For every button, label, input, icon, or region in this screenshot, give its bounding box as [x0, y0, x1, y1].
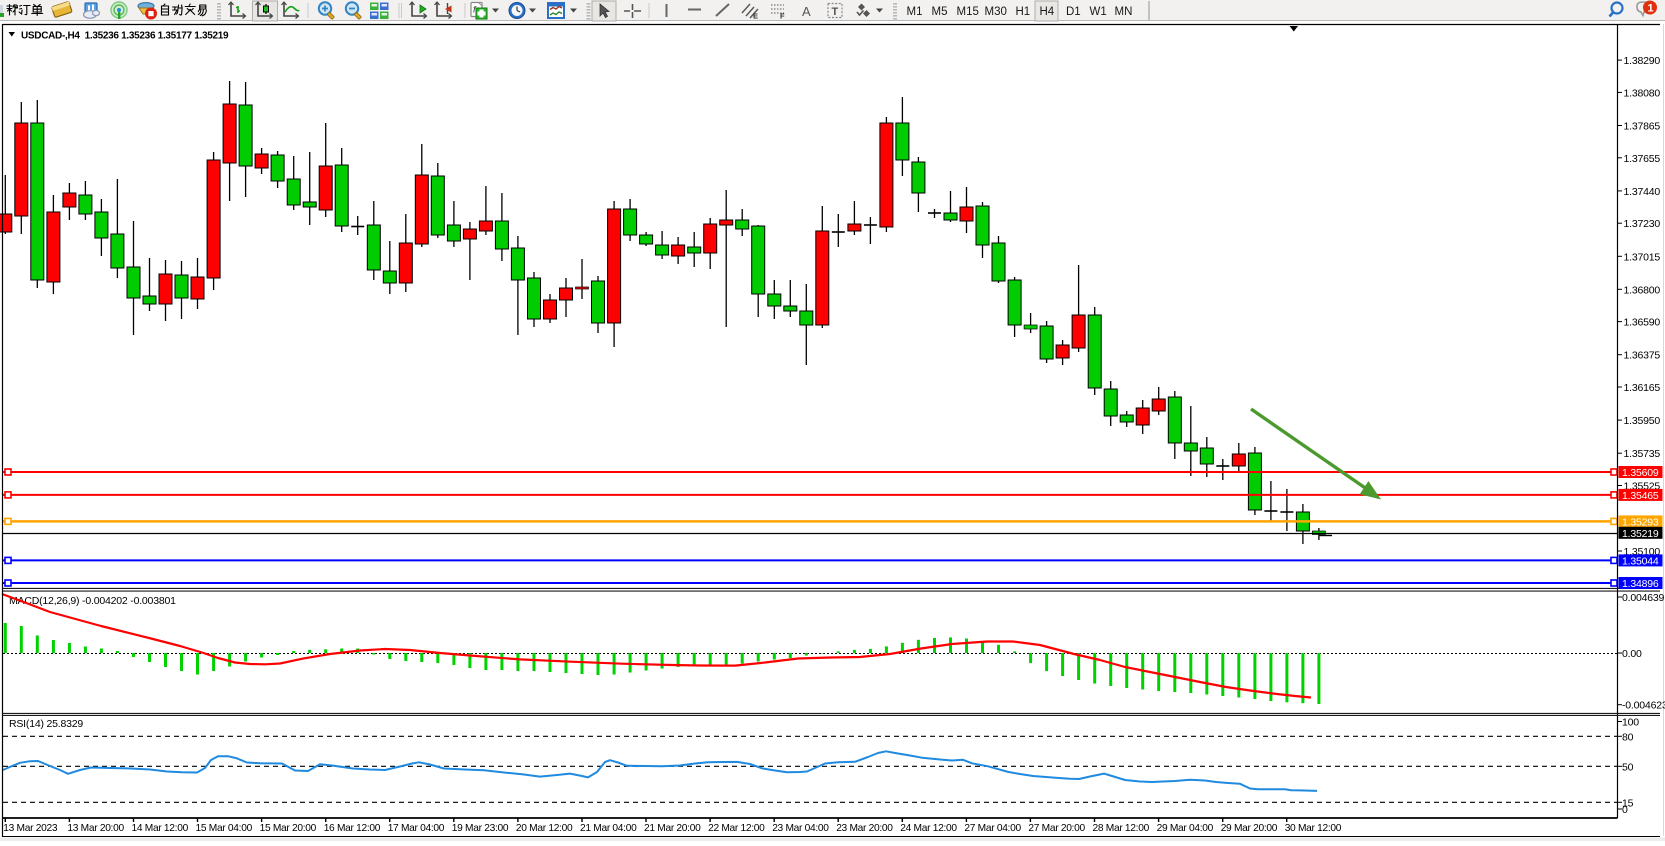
svg-text:1.37865: 1.37865: [1624, 121, 1661, 133]
svg-text:21 Mar 04:00: 21 Mar 04:00: [580, 823, 637, 834]
svg-text:0: 0: [1622, 804, 1628, 816]
svg-text:1.36165: 1.36165: [1624, 382, 1661, 394]
svg-text:30 Mar 12:00: 30 Mar 12:00: [1285, 823, 1342, 834]
svg-text:1.35219: 1.35219: [1622, 528, 1659, 540]
svg-text:13 Mar 2023: 13 Mar 2023: [3, 823, 58, 834]
svg-text:22 Mar 12:00: 22 Mar 12:00: [708, 823, 765, 834]
svg-text:M15: M15: [957, 6, 979, 18]
svg-text:H1: H1: [1016, 6, 1031, 18]
svg-text:20 Mar 12:00: 20 Mar 12:00: [516, 823, 573, 834]
svg-text:1.35950: 1.35950: [1624, 415, 1661, 427]
svg-text:1: 1: [1648, 3, 1654, 15]
svg-text:H4: H4: [1040, 6, 1055, 18]
svg-text:1.37655: 1.37655: [1624, 153, 1661, 165]
svg-text:15: 15: [1622, 797, 1634, 809]
svg-text:50: 50: [1622, 761, 1634, 773]
svg-text:1.37230: 1.37230: [1624, 218, 1661, 230]
svg-text:1.36800: 1.36800: [1624, 284, 1661, 296]
svg-text:E: E: [753, 12, 758, 21]
svg-text:100: 100: [1622, 717, 1639, 729]
svg-text:1.35609: 1.35609: [1622, 467, 1659, 479]
svg-text:1.38080: 1.38080: [1624, 87, 1661, 99]
svg-text:1.35735: 1.35735: [1624, 448, 1661, 460]
svg-text:23 Mar 04:00: 23 Mar 04:00: [772, 823, 829, 834]
svg-text:14 Mar 12:00: 14 Mar 12:00: [132, 823, 189, 834]
svg-text:M1: M1: [907, 6, 923, 18]
svg-text:28 Mar 12:00: 28 Mar 12:00: [1093, 823, 1150, 834]
svg-text:f: f: [473, 5, 477, 16]
svg-text:RSI(14) 25.8329: RSI(14) 25.8329: [9, 718, 83, 730]
svg-text:USDCAD-,H4 1.35236 1.35236 1.: USDCAD-,H4 1.35236 1.35236 1.35177 1.352…: [21, 31, 229, 42]
svg-text:15 Mar 20:00: 15 Mar 20:00: [260, 823, 317, 834]
svg-text:17 Mar 04:00: 17 Mar 04:00: [388, 823, 445, 834]
svg-text:1.37440: 1.37440: [1624, 186, 1661, 198]
svg-text:F: F: [780, 12, 785, 21]
svg-text:1.34896: 1.34896: [1622, 578, 1659, 590]
svg-text:15 Mar 04:00: 15 Mar 04:00: [196, 823, 253, 834]
svg-text:1.37015: 1.37015: [1624, 251, 1661, 263]
svg-text:A: A: [802, 4, 811, 19]
svg-text:MN: MN: [1115, 6, 1133, 18]
svg-text:29 Mar 04:00: 29 Mar 04:00: [1157, 823, 1214, 834]
svg-text:M30: M30: [985, 6, 1007, 18]
svg-text:D1: D1: [1066, 6, 1081, 18]
svg-text:MACD(12,26,9) -0.004202 -0.003: MACD(12,26,9) -0.004202 -0.003801: [9, 595, 176, 607]
svg-text:1.38290: 1.38290: [1624, 55, 1661, 67]
svg-text:T: T: [832, 6, 839, 18]
svg-text:27 Mar 20:00: 27 Mar 20:00: [1028, 823, 1085, 834]
svg-text:M5: M5: [932, 6, 948, 18]
svg-text:19 Mar 23:00: 19 Mar 23:00: [452, 823, 509, 834]
svg-text:1.35465: 1.35465: [1622, 490, 1659, 502]
svg-text:0.004639: 0.004639: [1622, 592, 1665, 604]
svg-text:21 Mar 20:00: 21 Mar 20:00: [644, 823, 701, 834]
svg-text:13 Mar 20:00: 13 Mar 20:00: [67, 823, 124, 834]
svg-text:23 Mar 20:00: 23 Mar 20:00: [836, 823, 893, 834]
svg-text:80: 80: [1622, 731, 1634, 743]
svg-text:27 Mar 04:00: 27 Mar 04:00: [964, 823, 1021, 834]
svg-text:-0.004623: -0.004623: [1622, 700, 1665, 712]
svg-text:16 Mar 12:00: 16 Mar 12:00: [324, 823, 381, 834]
svg-text:29 Mar 20:00: 29 Mar 20:00: [1221, 823, 1278, 834]
svg-text:W1: W1: [1090, 6, 1107, 18]
svg-text:1.36375: 1.36375: [1624, 350, 1661, 362]
svg-text:1.36590: 1.36590: [1624, 317, 1661, 329]
svg-text:1.35044: 1.35044: [1622, 555, 1659, 567]
svg-text:0.00: 0.00: [1622, 648, 1642, 660]
svg-text:24 Mar 12:00: 24 Mar 12:00: [900, 823, 957, 834]
svg-text:1.35293: 1.35293: [1622, 516, 1659, 528]
